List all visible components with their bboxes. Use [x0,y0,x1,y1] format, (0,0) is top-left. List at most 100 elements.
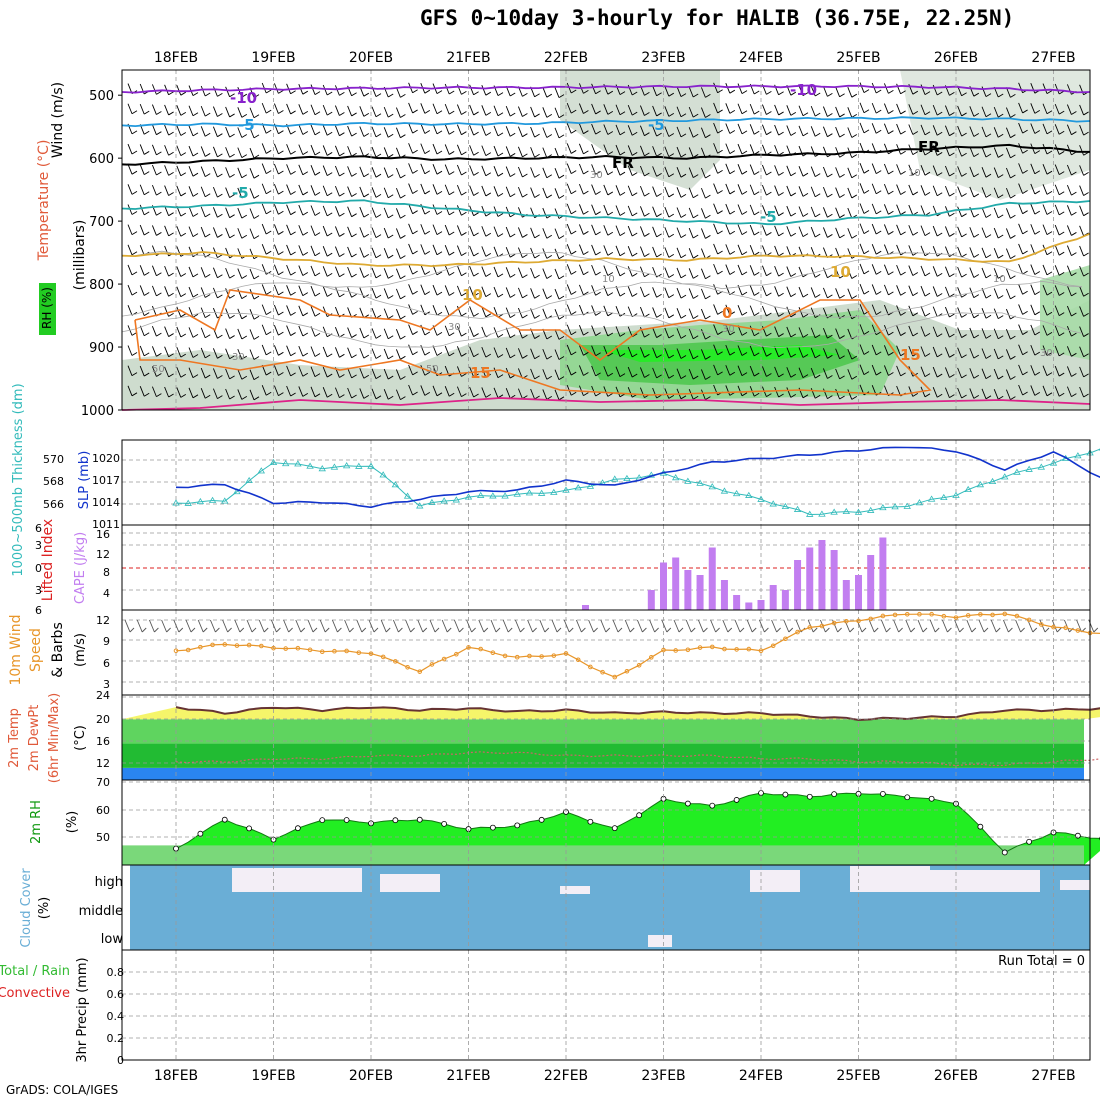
wind-barb [639,105,645,116]
wind-barb [570,270,577,275]
wind-barb [835,126,841,138]
isotherm-label: -10 [790,81,817,99]
wind-barb [204,193,211,198]
thickness-marker [403,492,412,499]
wind-barb [1018,122,1024,134]
wind-barb [249,208,255,219]
wind-barb [302,231,309,236]
wind-barb [961,354,967,359]
wind-barb [912,191,919,196]
wind-barb [326,91,333,96]
wind-barb [436,90,443,94]
wind-barb [375,274,382,279]
pressure-tick-label: 900 [89,341,114,356]
wind-barb [286,285,292,296]
wind-barb [859,304,865,315]
wind-barb [957,166,963,177]
wind-barb [766,373,772,377]
wind-barb [847,268,853,279]
wind-speed-line [175,613,1100,678]
wind-barb [1010,114,1016,118]
wind-barb [298,325,304,337]
wind-barb [727,627,733,633]
wind-barb [546,134,553,138]
wind-barb [286,345,292,356]
wind-barb [607,211,614,216]
wind-barb [517,307,523,319]
wind-barb [997,133,1004,138]
wind-barb [1005,167,1011,179]
wind-barb [615,326,621,337]
wind-barb [253,376,260,381]
wind-barb [473,91,479,96]
wind-barb [900,312,906,316]
wind-barb [615,185,621,196]
wind-barb [875,129,882,134]
wind-barb [603,225,609,236]
wind-barb [1030,203,1036,215]
wind-barb [810,267,816,278]
wind-barb [542,147,548,158]
wind-barb [509,112,516,117]
wind-barb [273,183,279,195]
wind-barb [893,619,900,633]
wind-barb [595,170,601,175]
wind-barb [249,228,255,239]
wind-barb [400,355,406,360]
wind-barb [778,333,784,337]
wind-barb [566,284,572,295]
wind-barb [1046,90,1053,94]
wind-barb [690,627,696,633]
wind-barb [188,347,194,358]
wind-barb [949,132,955,137]
wind-barb [774,185,780,196]
wind-barb [1083,252,1089,257]
wind-barb [578,345,584,356]
wind-barb [692,355,699,360]
wind-barb [859,263,865,275]
wind-barb [359,307,365,318]
thickness-marker [318,465,326,472]
wind-barb [469,124,475,136]
wind-barb [334,206,340,217]
wind-speed-marker [795,629,800,635]
wind-barb [1010,134,1016,139]
wind-barb [883,244,889,255]
wind-barb [302,211,309,216]
rh-marker [904,794,911,801]
wind-barb [505,166,511,177]
wind-barb [229,153,235,158]
wind-barb [1083,171,1089,176]
wind-barb [249,369,255,380]
wind-barb [188,166,194,177]
wind-barb [749,224,755,236]
wind-barb [139,103,145,115]
wind-barb [143,231,150,236]
wind-barb [534,315,540,319]
wind-barb [375,294,382,299]
wind-barb [368,619,375,633]
wind-barb [534,234,540,239]
wind-barb [265,311,272,316]
wind-barb [578,264,584,275]
wind-barb [1079,346,1085,357]
wind-barb [168,393,174,398]
wind-barb [1066,164,1072,176]
wind-barb [875,371,882,376]
wind-barb [802,313,809,318]
wind-barb [505,146,511,157]
wind-barb [542,107,548,118]
precip-tick-label: 0.4 [107,1010,125,1023]
wind-barb [290,130,296,135]
wind-barb [192,152,199,157]
wind-barb [790,373,797,378]
wind-barb [509,173,516,177]
temp-tick-label: 16 [96,735,110,748]
wind-barb [408,143,414,154]
wind-barb [151,104,157,115]
wind-barb [349,627,354,633]
wind-barb [578,183,584,195]
wind-barb [932,165,938,176]
wind-barb [664,368,670,379]
wind-barb [493,186,499,197]
